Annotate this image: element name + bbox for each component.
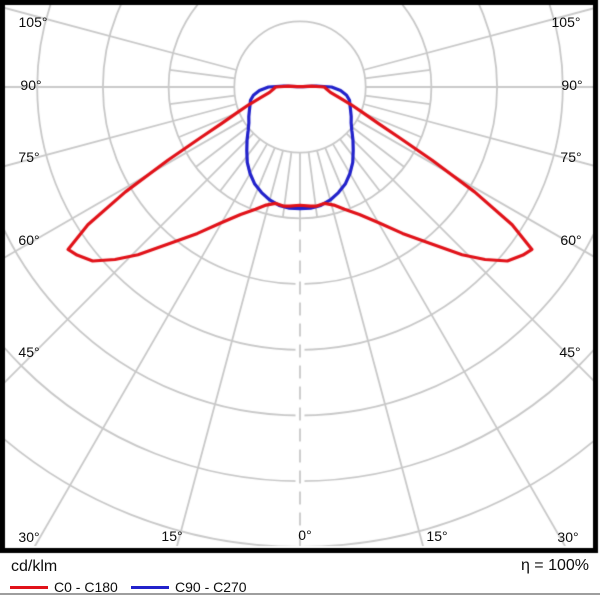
angle-label: 90° xyxy=(20,77,42,93)
angle-label: 105° xyxy=(551,14,581,30)
angle-label: 75° xyxy=(18,149,40,165)
angle-label: 0° xyxy=(298,527,312,543)
c0-c180-swatch xyxy=(10,585,48,589)
angle-label: 90° xyxy=(561,77,583,93)
angle-label: 60° xyxy=(560,232,582,248)
angle-label: 45° xyxy=(559,344,581,360)
angle-label: 30° xyxy=(18,529,40,545)
angle-label: 75° xyxy=(560,149,582,165)
legend-label-c0-c180: C0 - C180 xyxy=(54,579,118,595)
legend-entry-c0-c180: C0 - C180 xyxy=(10,579,118,595)
legend-label-c90-c270: C90 - C270 xyxy=(175,579,247,595)
radial-unit-label: cd/klm xyxy=(11,558,58,575)
bottom-divider-line xyxy=(0,593,600,595)
angle-label: 30° xyxy=(557,529,579,545)
efficiency-label: η = 100% xyxy=(520,557,589,574)
angle-label: 15° xyxy=(426,528,448,544)
c90-c270-swatch xyxy=(131,585,169,589)
angle-label: 60° xyxy=(18,232,40,248)
angle-label: 15° xyxy=(161,528,183,544)
angle-label: 105° xyxy=(18,14,48,30)
legend-entry-c90-c270: C90 - C270 xyxy=(131,579,247,595)
angle-label: 45° xyxy=(18,344,40,360)
